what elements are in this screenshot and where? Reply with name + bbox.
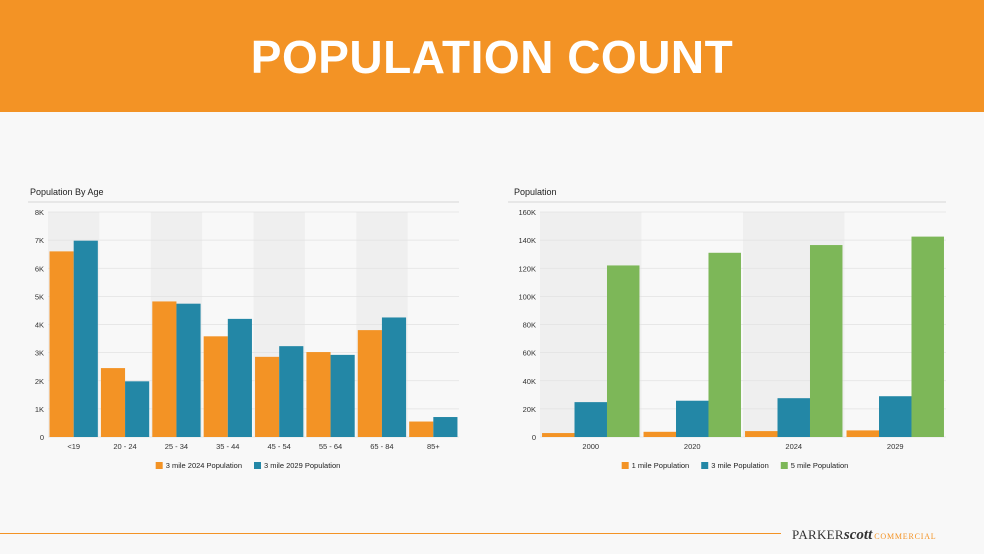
x-tick-label: <19 bbox=[67, 442, 80, 451]
y-tick-label: 4K bbox=[35, 321, 44, 330]
y-tick-label: 60K bbox=[523, 349, 536, 358]
logo-parker: PARKER bbox=[792, 527, 844, 542]
bar bbox=[227, 318, 252, 437]
bar bbox=[777, 398, 810, 437]
legend-label: 3 mile 2024 Population bbox=[166, 461, 242, 470]
y-tick-label: 6K bbox=[35, 264, 44, 273]
y-tick-label: 0 bbox=[532, 433, 536, 442]
bar bbox=[203, 336, 228, 437]
legend-swatch bbox=[780, 462, 788, 469]
header-banner: POPULATION COUNT bbox=[0, 0, 984, 112]
y-tick-label: 80K bbox=[523, 321, 536, 330]
bar bbox=[409, 421, 434, 437]
y-tick-label: 40K bbox=[523, 377, 536, 386]
chart-title-population: Population bbox=[514, 187, 557, 197]
y-tick-label: 0 bbox=[40, 433, 44, 442]
legend: 3 mile 2024 Population 3 mile 2029 Popula… bbox=[155, 461, 340, 470]
x-tick-label: 45 - 54 bbox=[268, 442, 291, 451]
page-title: POPULATION COUNT bbox=[250, 31, 734, 83]
x-tick-label: 65 - 84 bbox=[370, 442, 393, 451]
y-tick-label: 1K bbox=[35, 405, 44, 414]
bar bbox=[381, 317, 407, 437]
x-tick-label: 25 - 34 bbox=[165, 442, 188, 451]
x-tick-label: 55 - 64 bbox=[319, 442, 342, 451]
bar bbox=[255, 356, 280, 437]
legend-swatch bbox=[254, 462, 261, 469]
bar bbox=[676, 400, 709, 437]
y-tick-label: 8K bbox=[35, 208, 44, 217]
logo-commercial: COMMERCIAL bbox=[874, 532, 937, 541]
bar bbox=[49, 251, 74, 437]
bar bbox=[879, 396, 912, 437]
x-tick-label: 2024 bbox=[785, 442, 802, 451]
legend-label: 1 mile Population bbox=[632, 461, 690, 470]
y-tick-label: 160K bbox=[518, 208, 536, 217]
bar bbox=[708, 252, 741, 437]
legend-label: 5 mile Population bbox=[791, 461, 849, 470]
bar bbox=[846, 430, 880, 437]
population-bar-chart: 0 20K 40K 60K 80K 100K 120K 140K 160K 2000 2020 202… bbox=[508, 201, 946, 470]
y-tick-label: 20K bbox=[523, 405, 536, 414]
bar bbox=[606, 265, 640, 437]
y-tick-label: 140K bbox=[518, 236, 536, 245]
x-tick-label: 35 - 44 bbox=[216, 442, 239, 451]
chart-title-age: Population By Age bbox=[30, 187, 104, 197]
legend-swatch bbox=[155, 462, 163, 469]
y-tick-label: 7K bbox=[35, 236, 44, 245]
age-bar-chart: 0 1K 2K 3K 4K 5K 6K 7K 8K <19 20 - 24 25 - 34 35 - 4… bbox=[28, 201, 459, 470]
x-tick-label: 2000 bbox=[582, 442, 599, 451]
bar bbox=[152, 301, 177, 437]
bar bbox=[125, 381, 150, 437]
legend-label: 3 mile 2029 Population bbox=[264, 461, 340, 470]
legend-swatch bbox=[621, 462, 629, 469]
x-tick-label: 2029 bbox=[887, 442, 904, 451]
x-tick-label: 2020 bbox=[684, 442, 701, 451]
legend: 1 mile Population 3 mile Population 5 mile… bbox=[621, 461, 849, 470]
bar bbox=[176, 303, 201, 437]
bar bbox=[542, 433, 575, 437]
bar bbox=[745, 431, 778, 437]
logo-scott: scott bbox=[843, 527, 873, 543]
y-tick-label: 3K bbox=[35, 349, 44, 358]
y-tick-label: 120K bbox=[518, 264, 536, 273]
bar bbox=[911, 236, 944, 437]
x-tick-label: 20 - 24 bbox=[113, 442, 136, 451]
bar bbox=[100, 368, 126, 437]
bar bbox=[330, 354, 355, 437]
bar bbox=[306, 352, 331, 437]
y-tick-label: 5K bbox=[35, 292, 44, 301]
bar bbox=[279, 346, 304, 437]
bar bbox=[357, 330, 382, 437]
brand-logo: PARKERscott COMMERCIAL bbox=[792, 526, 936, 544]
x-tick-label: 85+ bbox=[427, 442, 440, 451]
footer-divider bbox=[0, 533, 781, 534]
y-tick-label: 100K bbox=[518, 292, 536, 301]
bar bbox=[433, 417, 458, 437]
bar bbox=[643, 431, 677, 437]
bar bbox=[73, 240, 98, 437]
bar bbox=[574, 402, 607, 437]
bar bbox=[809, 245, 843, 437]
legend-swatch bbox=[701, 462, 709, 469]
legend-label: 3 mile Population bbox=[711, 461, 769, 470]
y-tick-label: 2K bbox=[35, 377, 44, 386]
